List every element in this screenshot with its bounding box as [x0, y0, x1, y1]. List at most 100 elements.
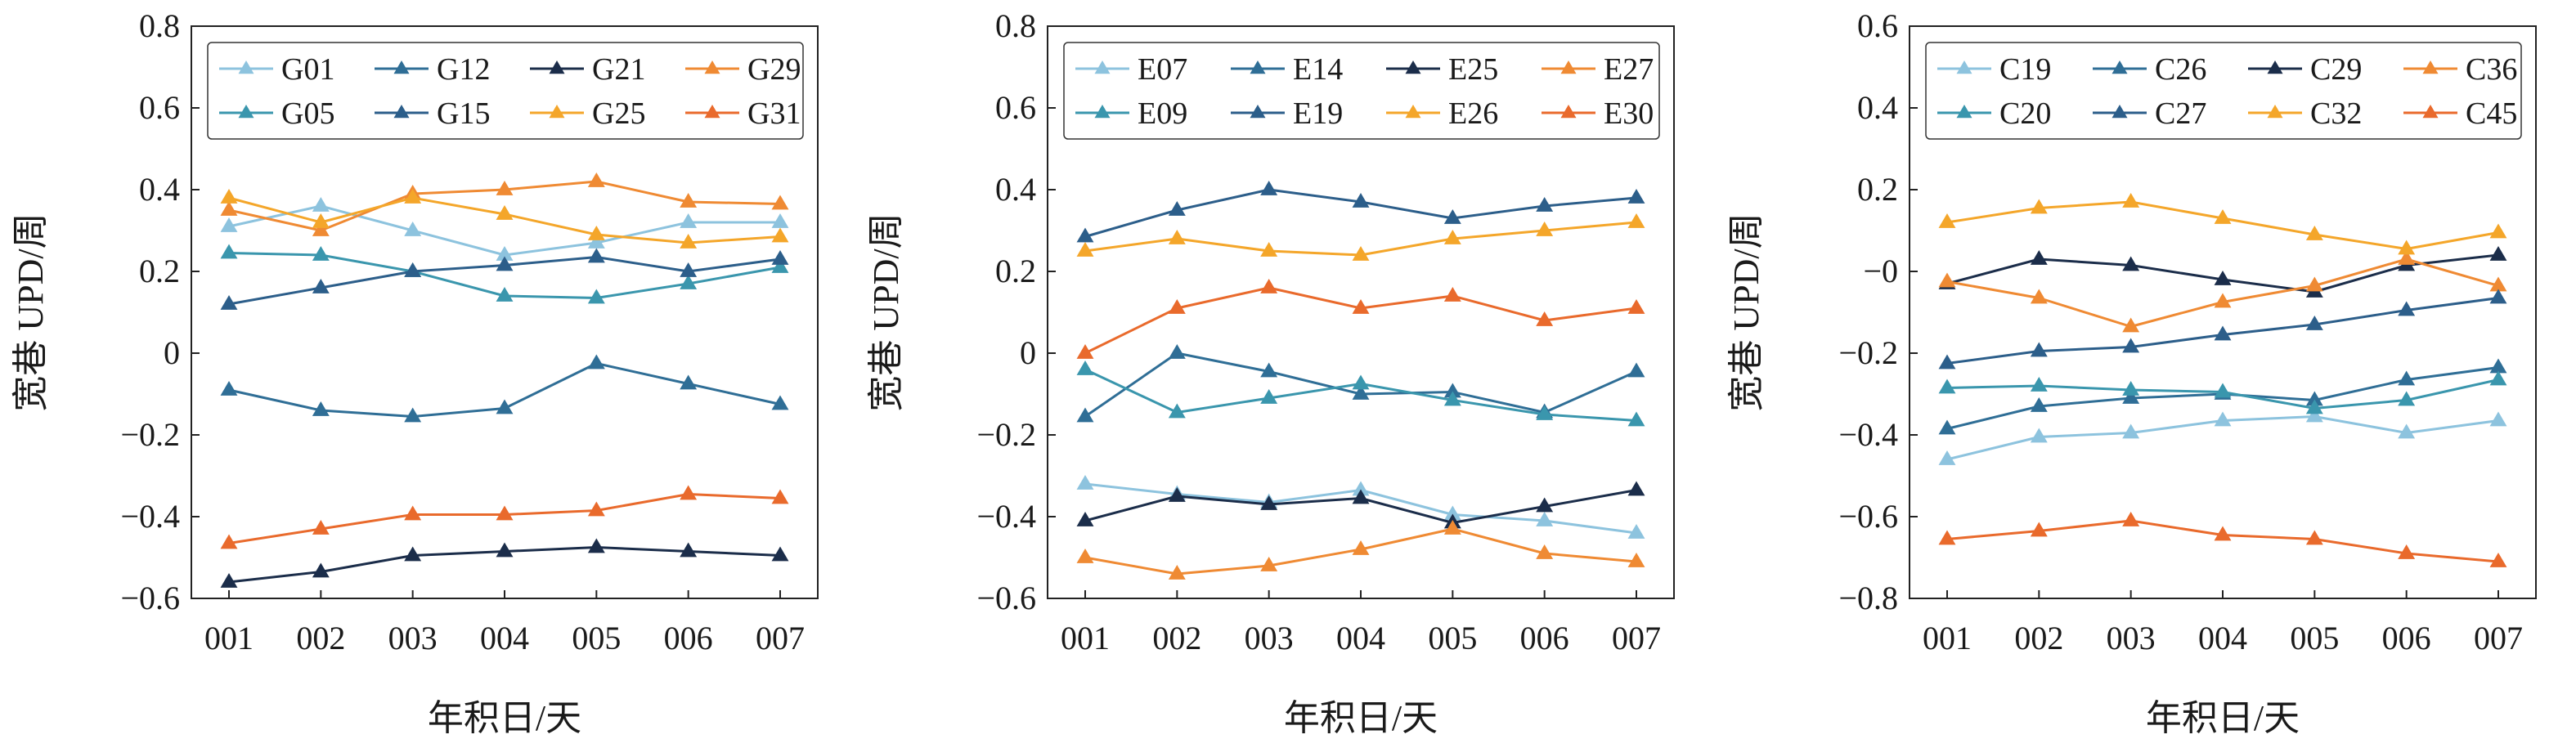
data-point — [1443, 287, 1461, 302]
legend-item-G25: G25 — [530, 96, 645, 131]
legend-label: C27 — [2155, 96, 2206, 131]
data-point — [2122, 193, 2140, 208]
legend-label: G31 — [747, 96, 801, 131]
data-point — [2122, 256, 2140, 271]
data-point — [587, 172, 605, 187]
legend-label: E30 — [1604, 96, 1654, 131]
data-point — [1076, 361, 1094, 375]
x-axis-title: 年积日/天 — [1284, 698, 1438, 738]
data-point — [1536, 512, 1554, 526]
series-line — [1946, 200, 2499, 250]
y-tick-label: −0.2 — [976, 416, 1036, 453]
series-C19 — [1938, 407, 2507, 465]
data-point — [680, 234, 698, 249]
legend-box — [207, 42, 804, 140]
legend-label: E25 — [1448, 52, 1498, 87]
data-point — [2398, 250, 2416, 265]
data-point — [1352, 299, 1370, 314]
data-point — [2305, 399, 2323, 414]
series-C20 — [1938, 370, 2507, 414]
legend: C19 C26 C29 C36 C20 C27 C32 C45 — [1925, 42, 2522, 140]
data-point — [2489, 553, 2507, 567]
legend-label: G05 — [281, 96, 334, 131]
legend-item-G29: G29 — [685, 52, 801, 87]
data-point — [1938, 213, 1956, 228]
data-point — [1352, 481, 1370, 496]
legend-marker — [1094, 105, 1111, 119]
legend-marker — [1250, 105, 1266, 119]
x-tick-label: 004 — [1336, 620, 1385, 656]
x-tick-label: 001 — [204, 620, 254, 656]
data-point — [771, 195, 789, 210]
series-G15 — [220, 248, 789, 310]
data-point — [1076, 227, 1094, 243]
x-tick-label: 007 — [1612, 620, 1661, 656]
legend-marker — [704, 105, 720, 119]
data-point — [1627, 362, 1645, 378]
legend: E07 E14 E25 E27 E09 E19 E26 E30 — [1063, 42, 1660, 140]
data-point — [680, 275, 698, 289]
data-point — [2489, 289, 2507, 304]
x-tick-label: 007 — [756, 620, 805, 656]
chart-panel-3: −0.8 −0.6 −0.4 −0.2 −0 0.2 0.4 0.6 001 002 003 004 0… — [1726, 7, 2537, 738]
data-point — [771, 227, 789, 243]
legend-marker — [1405, 60, 1421, 74]
y-tick-label: −0.4 — [120, 498, 180, 535]
data-point — [220, 244, 238, 259]
y-tick-label: 0.4 — [1857, 89, 1898, 126]
legend-marker — [2422, 60, 2439, 74]
legend-marker — [2112, 60, 2128, 74]
y-tick-label: 0.4 — [139, 171, 180, 208]
data-point — [1260, 389, 1278, 404]
legend-label: C20 — [1999, 96, 2051, 131]
data-point — [1076, 407, 1094, 423]
data-point — [312, 222, 330, 236]
data-point — [1536, 222, 1554, 236]
data-point — [1938, 378, 1956, 394]
data-point — [2030, 199, 2048, 214]
data-point — [220, 201, 238, 216]
data-point — [1938, 354, 1956, 370]
data-point — [1938, 272, 1956, 288]
data-point — [496, 246, 514, 261]
series-line — [228, 196, 781, 244]
data-point — [2305, 316, 2323, 330]
legend-marker — [1250, 60, 1266, 74]
data-point — [2305, 276, 2323, 292]
y-tick-label: 0.6 — [139, 89, 180, 126]
legend-marker — [549, 60, 565, 74]
data-point — [404, 262, 422, 277]
data-point — [2398, 423, 2416, 439]
legend-marker — [549, 105, 565, 119]
y-axis-title: 宽巷 UPD/周 — [866, 213, 906, 411]
data-point — [220, 295, 238, 310]
legend: G01 G12 G21 G29 G05 G15 G25 G31 — [207, 42, 804, 140]
data-point — [2030, 342, 2048, 357]
x-tick-label: 006 — [664, 620, 713, 656]
data-point — [1627, 299, 1645, 314]
y-tick-label: −0.6 — [976, 580, 1036, 616]
data-point — [587, 226, 605, 240]
data-point — [771, 546, 789, 562]
data-point — [2398, 544, 2416, 559]
data-point — [1168, 201, 1186, 216]
legend-label: G21 — [592, 52, 645, 87]
series-line — [1946, 258, 2499, 328]
x-tick-label: 006 — [1520, 620, 1569, 656]
x-tick-label: 002 — [1152, 620, 1201, 656]
legend-item-E27: E27 — [1542, 52, 1654, 87]
data-point — [312, 520, 330, 535]
data-point — [1076, 549, 1094, 563]
legend-marker — [2267, 60, 2283, 74]
data-point — [2214, 325, 2232, 341]
series-G21 — [220, 538, 789, 588]
series-G12 — [220, 354, 789, 423]
series-C32 — [1938, 193, 2507, 255]
data-point — [771, 258, 789, 273]
data-point — [2305, 391, 2323, 406]
data-point — [312, 562, 330, 578]
data-point — [680, 193, 698, 208]
series-E30 — [1076, 279, 1645, 359]
data-point — [587, 289, 605, 304]
